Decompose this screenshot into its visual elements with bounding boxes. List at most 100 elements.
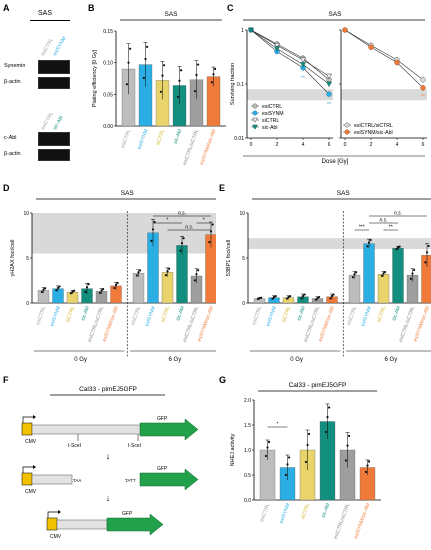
x-tick-label: esiSYNM [279,503,292,525]
gfp-label: GFP [157,416,168,422]
bar [348,274,361,304]
x-tick-label: sic-Abl [321,503,332,519]
legend-marker [344,129,350,135]
step-arrow-icon: ↓ [106,493,111,503]
chart-g-nhej: Cal33 - pimEJ5GFP 0.0 0.5 1.0 1.5 2.0 NHEJ act… [230,382,381,540]
series-line [344,29,424,80]
data-point [168,267,171,270]
y-tick-label: 1.0 [244,448,251,454]
x-tick-label: 0 [250,142,253,148]
data-point [364,470,367,474]
data-point [268,440,271,444]
series-line [250,29,330,80]
legend-label: esiCTRL/siCTRL [354,123,393,129]
data-point [326,91,332,97]
x-tick-label: esiCTRL [346,305,358,326]
x-tick-label: esiSYNM [49,306,62,328]
cmv-label: CMV [25,439,37,445]
data-point [368,460,371,463]
significance-label: ** [327,102,331,108]
data-point [366,245,369,248]
significance-label: n.s. [178,211,186,217]
data-point [142,76,145,79]
data-point [163,64,166,67]
data-point [318,295,321,299]
group-label: 0 Gy [290,357,303,363]
chart-title: SAS [337,190,351,197]
x-tick-label: esiSYNM/sic-Abl [197,306,215,343]
blot-row-label: β-actin [4,79,21,85]
data-point [210,81,213,84]
data-point [44,287,47,290]
data-point [139,269,142,272]
lane-label: sic-Abl [52,114,65,131]
blot-row-label: Synemin [4,63,26,69]
data-point [193,90,196,93]
data-point [316,296,319,300]
chart-title: SAS [121,190,135,197]
panel-letter-g: G [219,375,227,385]
data-point [178,79,181,82]
cmv-box [46,517,58,531]
legend-marker [252,124,258,130]
legend-label: esiSYNM/sic-Abl [354,130,393,136]
blot-row-label: β-actin [4,151,21,157]
x-tick-label: siCTRL [65,305,76,323]
data-point [355,271,358,274]
data-point [116,281,119,285]
chart-title: SAS [164,11,178,18]
data-point [325,73,333,80]
data-point [369,238,372,242]
data-point [71,290,74,293]
gfp-arrow [139,468,199,491]
x-tick-label: esiSYNM [144,306,157,328]
gfp-arrow [139,418,199,441]
data-point [395,248,398,251]
data-point [420,77,426,83]
shaded-band [341,89,427,101]
x-tick-label: 4 [396,142,399,148]
data-point [353,273,356,276]
legend-label: sic-Abl [262,125,278,131]
data-point [85,286,89,289]
x-tick-label: sic-Abl [175,306,186,322]
data-point [182,237,185,240]
data-point [166,270,169,273]
data-point [146,45,149,48]
data-point [135,274,138,277]
series-line [250,29,330,95]
y-tick-label: 5 [26,256,29,262]
gfp-label: GFP [157,466,168,472]
data-point [413,268,416,272]
group-label: 0 Gy [74,357,87,363]
data-point [180,242,184,245]
data-point [144,57,147,61]
significance-label: n.s. [379,218,387,224]
data-point [100,289,103,292]
x-tick-label: 0 [344,142,347,148]
x-tick-label: 2 [276,142,279,148]
x-axis-label: Dose [Gy] [322,159,349,165]
data-point [58,285,61,288]
data-point [330,294,334,298]
construct-cut: TAA CMV GFP TATT [21,465,199,495]
data-point [102,288,105,291]
series-line [250,29,330,77]
significance-label: n.s. [185,225,193,231]
data-point [273,43,281,49]
series-line [250,29,330,85]
blot-row-label: c-Abl [4,135,17,141]
y-tick-label: 10 [239,211,245,217]
y-tick-label: 1 [241,28,244,34]
x-tick-label: sic-Abl [173,129,184,145]
data-point [193,279,196,282]
x-tick-label: esiCTRL [259,502,271,523]
x-tick-label: esiSYNM/sic-Abl [102,306,120,343]
y-tick-label: 0.00 [103,124,113,130]
data-point [284,473,287,477]
data-point [195,73,198,77]
data-point [289,295,292,298]
data-point [394,59,400,66]
x-tick-label: 6 [328,142,331,148]
